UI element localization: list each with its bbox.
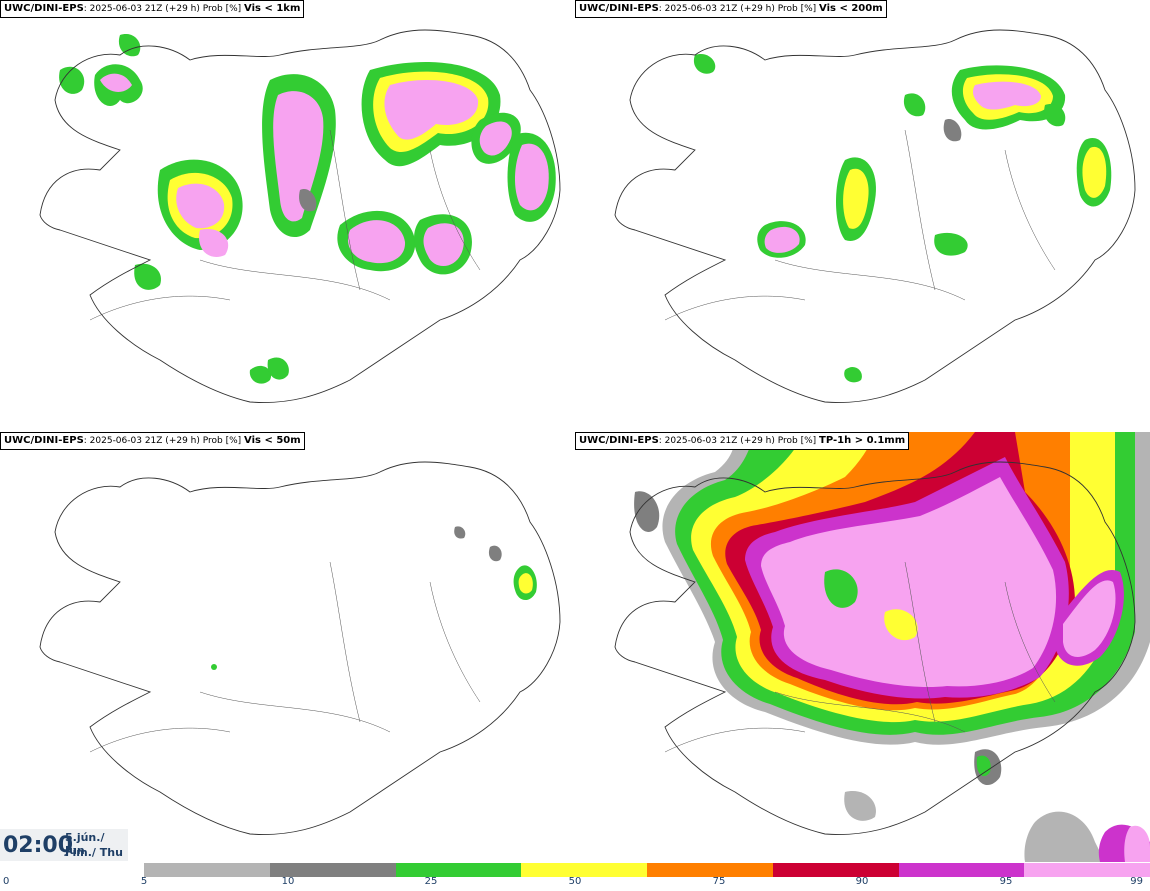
map-panel-vis-50m: UWC/DINI-EPS: 2025-06-03 21Z (+29 h) Pro…: [0, 432, 575, 862]
valid-date-line2: Fim./ Thu: [65, 846, 123, 859]
panel-title: UWC/DINI-EPS: 2025-06-03 21Z (+29 h) Pro…: [575, 0, 887, 18]
iceland-map: [39, 29, 561, 403]
colorbar-tick-label: 90: [855, 876, 869, 887]
panel-title: UWC/DINI-EPS: 2025-06-03 21Z (+29 h) Pro…: [0, 432, 305, 450]
colorbar-segment: [269, 863, 396, 877]
map-panel-vis-1km: UWC/DINI-EPS: 2025-06-03 21Z (+29 h) Pro…: [0, 0, 575, 430]
colorbar-tick-label: 10: [281, 876, 295, 887]
colorbar-segment: [1024, 863, 1150, 877]
colorbar-tick-label: 0: [3, 876, 10, 887]
colorbar-segment: [395, 863, 522, 877]
colorbar-tick-label: 95: [999, 876, 1013, 887]
valid-time: 02:00: [3, 833, 74, 858]
iceland-map: [614, 432, 1150, 862]
valid-date-line1: 5.jún./ Jun: [65, 831, 105, 857]
colorbar-segment: [521, 863, 647, 877]
colorbar-segment: [898, 863, 1025, 877]
colorbar-segment: [647, 863, 773, 877]
panel-title: UWC/DINI-EPS: 2025-06-03 21Z (+29 h) Pro…: [575, 432, 910, 450]
valid-time-box: 02:00 5.jún./ Jun Fim./ Thu: [0, 829, 128, 861]
map-panel-vis-200m: UWC/DINI-EPS: 2025-06-03 21Z (+29 h) Pro…: [575, 0, 1150, 430]
panel-title: UWC/DINI-EPS: 2025-06-03 21Z (+29 h) Pro…: [0, 0, 305, 18]
colorbar-tick-label: 50: [568, 876, 582, 887]
colorbar-tick-label: 25: [424, 876, 438, 887]
iceland-map: [39, 461, 561, 835]
colorbar-segment: [772, 863, 899, 877]
colorbar-segment: [144, 863, 270, 877]
colorbar-tick-label: 75: [712, 876, 726, 887]
colorbar-tick-label: 5: [140, 876, 148, 887]
iceland-map: [614, 29, 1136, 403]
colorbar: [144, 863, 1150, 877]
map-panel-tp-1h: UWC/DINI-EPS: 2025-06-03 21Z (+29 h) Pro…: [575, 432, 1150, 862]
colorbar-tick-label: 99: [1130, 876, 1143, 887]
